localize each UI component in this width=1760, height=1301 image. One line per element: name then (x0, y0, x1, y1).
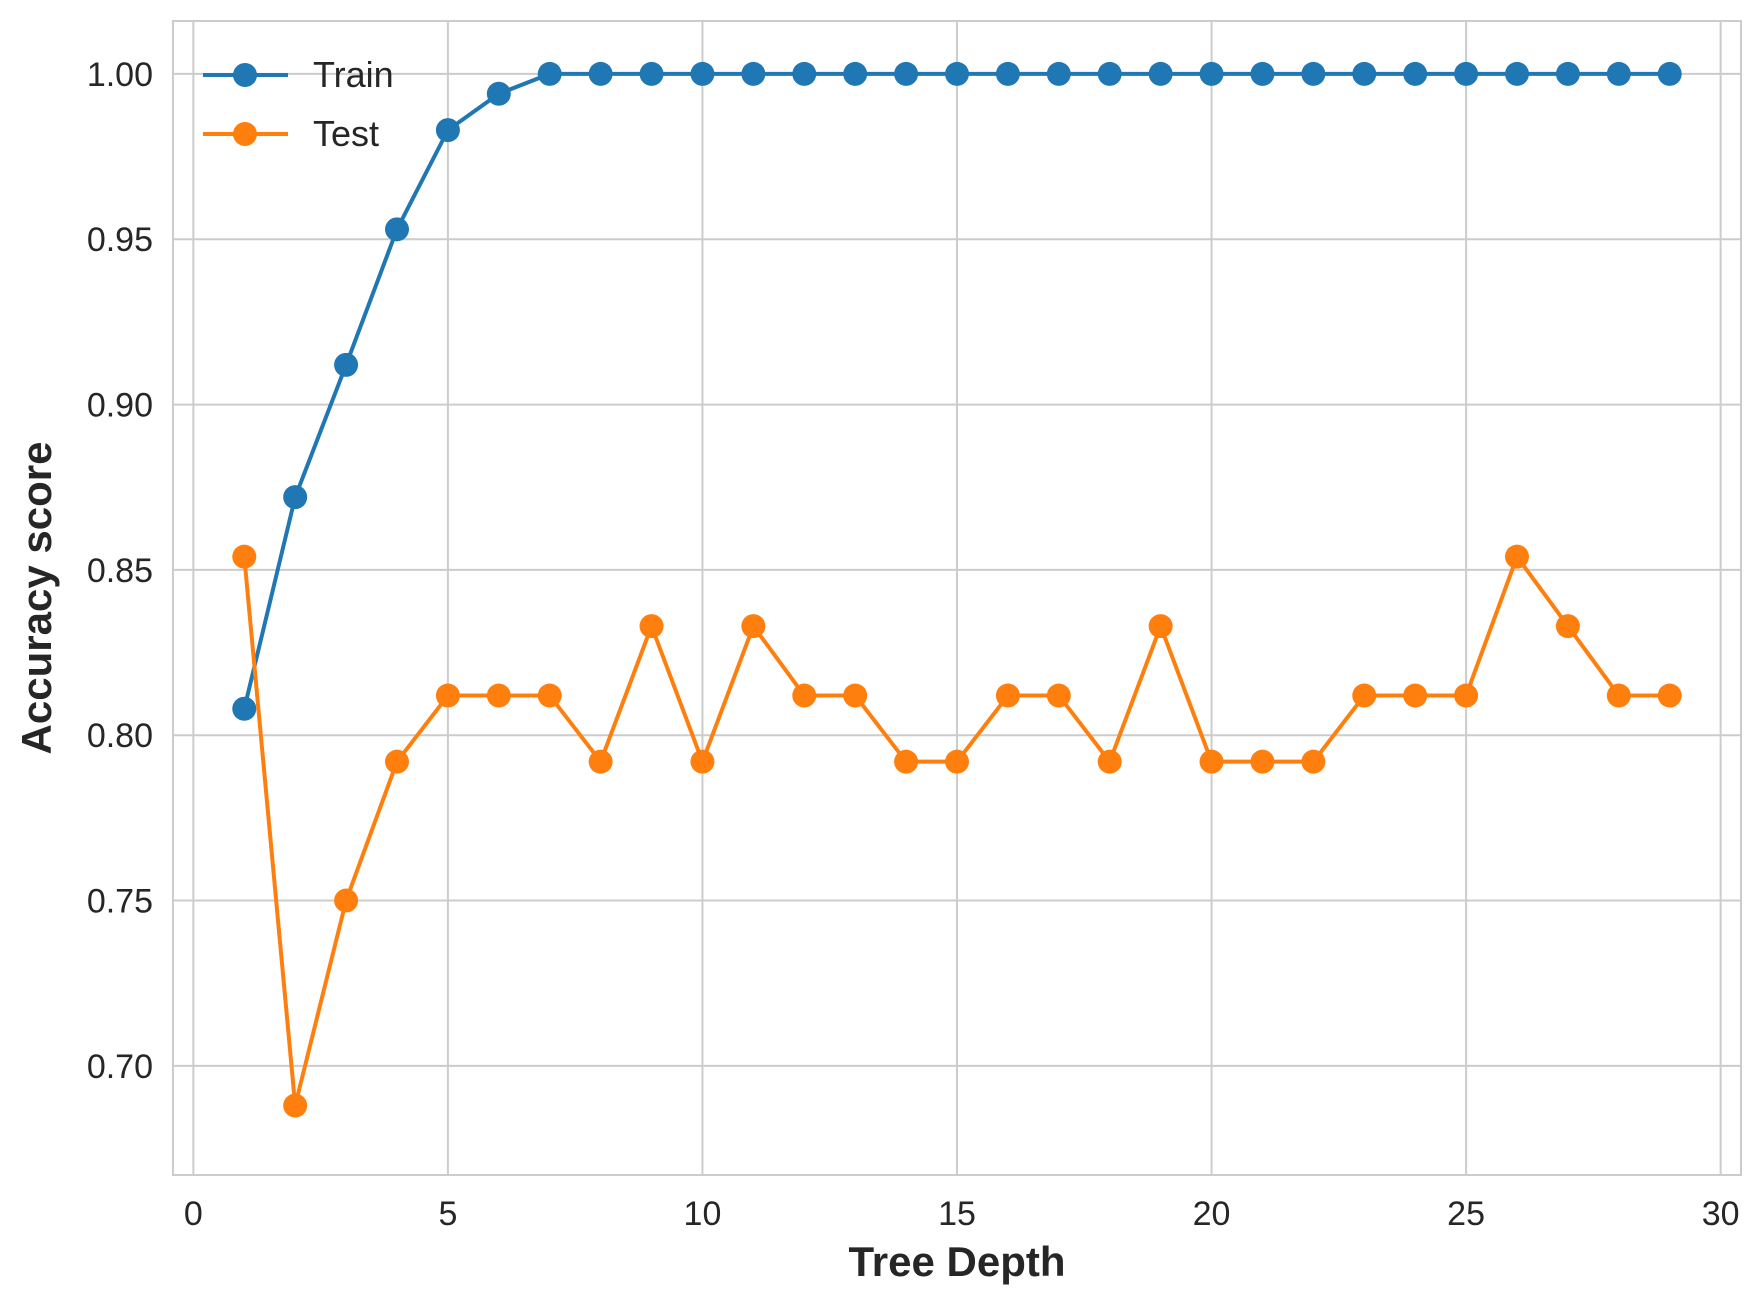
x-tick-label: 30 (1702, 1195, 1740, 1233)
data-point-test (1505, 544, 1529, 569)
data-point-train (1505, 61, 1529, 86)
grid-lines (173, 21, 1741, 1175)
data-point-test (1046, 683, 1071, 708)
data-point-train (894, 61, 919, 86)
data-point-train (1352, 61, 1377, 86)
x-tick-label: 5 (438, 1195, 457, 1233)
data-point-test (334, 888, 359, 913)
data-point-train (1657, 61, 1682, 86)
legend-item-train: Train (203, 54, 394, 95)
data-point-train (1199, 61, 1224, 86)
data-point-test (1097, 749, 1122, 774)
data-point-test (283, 1093, 308, 1118)
data-point-train (283, 485, 308, 510)
data-point-train (385, 217, 409, 242)
data-point-test (1454, 683, 1479, 708)
data-point-test (588, 749, 613, 774)
data-point-train (486, 81, 511, 106)
data-point-test (1606, 683, 1631, 708)
x-tick-label: 10 (684, 1195, 722, 1233)
y-tick-label: 0.75 (87, 883, 153, 921)
data-point-train (232, 696, 257, 721)
data-point-test (1657, 683, 1682, 708)
data-point-train (741, 61, 766, 86)
data-point-train (995, 61, 1020, 86)
data-point-train (1606, 61, 1631, 86)
data-point-train (588, 61, 613, 86)
data-point-test (1403, 683, 1428, 708)
x-axis-title: Tree Depth (848, 1238, 1065, 1285)
data-point-train (639, 61, 664, 86)
data-point-test (1250, 749, 1275, 774)
data-point-train (1097, 61, 1122, 86)
data-point-train (792, 61, 817, 86)
data-point-test (1301, 749, 1326, 774)
data-point-test (1555, 614, 1580, 639)
x-tick-label: 0 (184, 1195, 203, 1233)
data-point-test (894, 749, 919, 774)
data-point-train (1148, 61, 1173, 86)
tick-labels: 0 5 10 15 20 25 30 0.70 0.75 0.80 0.85 0.90 0.95 1.00 (87, 56, 1740, 1233)
data-point-train (690, 61, 715, 86)
data-point-test (639, 614, 664, 639)
series-layer (232, 61, 1682, 1118)
data-point-train (435, 118, 460, 143)
x-tick-label: 15 (938, 1195, 976, 1233)
y-tick-label: 0.95 (87, 221, 153, 259)
data-point-train (1403, 61, 1428, 86)
legend-item-test: Test (203, 113, 379, 154)
y-tick-label: 0.90 (87, 387, 153, 425)
data-point-test (690, 749, 715, 774)
legend: Train Test (203, 54, 394, 154)
data-point-test (1148, 614, 1173, 639)
data-point-train (1555, 61, 1580, 86)
data-point-train (945, 61, 969, 86)
data-point-test (995, 683, 1020, 708)
y-tick-label: 0.70 (87, 1048, 153, 1086)
data-point-test (792, 683, 817, 708)
legend-marker (233, 63, 257, 87)
data-point-test (537, 683, 562, 708)
data-point-train (1046, 61, 1071, 86)
x-tick-label: 25 (1447, 1195, 1485, 1233)
data-point-train (843, 61, 868, 86)
data-point-test (486, 683, 511, 708)
data-point-train (1301, 61, 1326, 86)
data-point-test (741, 614, 766, 639)
x-tick-label: 20 (1193, 1195, 1231, 1233)
data-point-test (1199, 749, 1224, 774)
data-point-test (385, 749, 409, 774)
data-point-train (1454, 61, 1479, 86)
series-train (232, 61, 1682, 721)
data-point-test (843, 683, 868, 708)
legend-marker (233, 122, 257, 146)
y-tick-label: 0.80 (87, 717, 153, 755)
data-point-train (537, 61, 562, 86)
legend-label: Train (313, 54, 394, 95)
y-tick-label: 0.85 (87, 552, 153, 590)
y-axis-title: Accuracy score (13, 442, 60, 755)
data-point-test (1352, 683, 1377, 708)
data-point-test (435, 683, 460, 708)
data-point-test (945, 749, 969, 774)
data-point-test (232, 544, 257, 569)
y-tick-label: 1.00 (87, 56, 153, 94)
legend-label: Test (313, 113, 379, 154)
data-point-train (1250, 61, 1275, 86)
series-test (232, 544, 1682, 1118)
data-point-train (334, 352, 359, 377)
